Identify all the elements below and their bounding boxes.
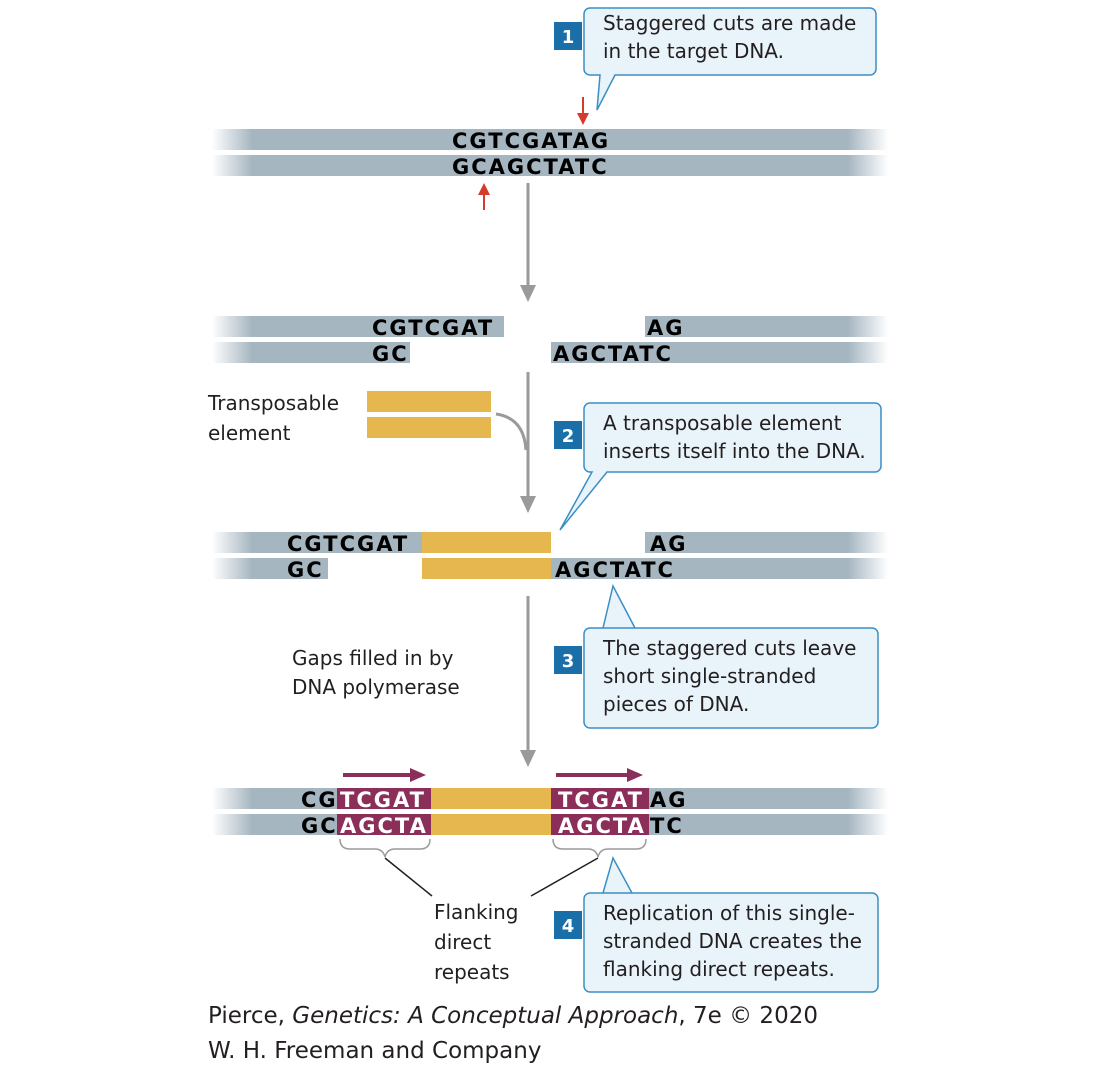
dna-with-direct-repeats: CG TCGAT TCGAT AG GC AGCTA AGCTA TC bbox=[212, 768, 888, 897]
repeat-block bbox=[551, 788, 649, 809]
step-text-line: pieces of DNA. bbox=[603, 692, 749, 716]
speech-bubble bbox=[583, 7, 877, 111]
sequence-flank: CG bbox=[301, 788, 338, 812]
repeat-block bbox=[337, 814, 431, 835]
sequence-top-left: CGTCGAT bbox=[372, 316, 494, 340]
sequence-repeat: TCGAT bbox=[340, 788, 426, 812]
sequence-bottom: GCAGCTATC bbox=[452, 155, 609, 179]
sequence-bottom-right: AGCTATC bbox=[555, 558, 675, 582]
sequence-repeat: TCGAT bbox=[558, 788, 644, 812]
step-text-line: Staggered cuts are made bbox=[603, 11, 856, 35]
sequence-top: CGTCGATAG bbox=[452, 129, 610, 153]
cut-dna: CGTCGAT AG GC AGCTATC bbox=[212, 313, 888, 367]
down-arrow-icon bbox=[520, 183, 536, 302]
step-badge bbox=[554, 911, 582, 939]
dna-bottom-left bbox=[212, 342, 410, 363]
brace bbox=[552, 838, 647, 858]
flanking-label: repeats bbox=[434, 960, 510, 984]
step-badge bbox=[554, 22, 582, 50]
sequence-flank: GC bbox=[301, 814, 338, 838]
step-badge bbox=[554, 421, 582, 449]
gaps-filled-label: DNA polymerase bbox=[292, 675, 460, 699]
step-badge bbox=[554, 646, 582, 674]
down-arrow-icon bbox=[520, 596, 536, 767]
sequence-top-right: AG bbox=[650, 532, 688, 556]
transposable-label: Transposable bbox=[207, 391, 339, 415]
sequence-bottom-right: AGCTATC bbox=[553, 342, 673, 366]
step-text-line: inserts itself into the DNA. bbox=[603, 439, 866, 463]
insert-curve-arrow-icon bbox=[495, 412, 528, 451]
step-text-line: The staggered cuts leave bbox=[602, 636, 856, 660]
transposon-bottom-strand bbox=[431, 814, 551, 835]
step-1-callout: 1 Staggered cuts are made in the target … bbox=[554, 7, 877, 111]
step-text-line: flanking direct repeats. bbox=[603, 957, 835, 981]
step-text-line: short single-stranded bbox=[603, 664, 816, 688]
transposon-top-strand bbox=[422, 532, 551, 553]
step-number: 1 bbox=[562, 27, 575, 48]
sequence-flank: AG bbox=[650, 788, 688, 812]
target-dna-intact: CGTCGATAG GCAGCTATC bbox=[212, 97, 888, 210]
step-number: 4 bbox=[562, 916, 575, 937]
step-4-callout: 4 Replication of this single- stranded D… bbox=[554, 856, 879, 993]
sequence-top-left: CGTCGAT bbox=[287, 532, 409, 556]
dna-top-strand bbox=[212, 129, 888, 150]
dna-bottom-strand bbox=[212, 155, 888, 176]
sequence-repeat: AGCTA bbox=[558, 814, 646, 838]
sequence-top-right: AG bbox=[647, 316, 685, 340]
right-arrow-icon bbox=[343, 768, 426, 782]
step-number: 2 bbox=[562, 426, 575, 447]
speech-bubble bbox=[583, 583, 879, 729]
speech-bubble bbox=[583, 856, 879, 993]
credit-line-1: Pierce, Genetics: A Conceptual Approach,… bbox=[208, 1003, 818, 1029]
dna-bottom-right bbox=[551, 558, 888, 579]
dna-top-right bbox=[645, 316, 888, 337]
down-arrow-icon bbox=[520, 372, 536, 513]
flanking-label: Flanking bbox=[434, 900, 519, 924]
dna-top-right bbox=[645, 532, 888, 553]
transposon-bottom-strand bbox=[422, 558, 551, 579]
transposable-element: Transposable element bbox=[207, 391, 528, 451]
repeat-block bbox=[337, 788, 431, 809]
sequence-repeat: AGCTA bbox=[340, 814, 428, 838]
step-text-line: stranded DNA creates the bbox=[603, 929, 862, 953]
leader-line bbox=[530, 857, 599, 897]
leader-line bbox=[384, 857, 433, 897]
cut-arrow-icon bbox=[478, 183, 490, 210]
credit-line-2: W. H. Freeman and Company bbox=[208, 1038, 542, 1064]
brace bbox=[339, 838, 431, 858]
sequence-bottom-left: GC bbox=[287, 558, 324, 582]
credit-prefix: Pierce, bbox=[208, 1003, 293, 1029]
step-text-line: in the target DNA. bbox=[603, 39, 784, 63]
credit-suffix: , 7e © 2020 bbox=[678, 1003, 818, 1029]
dna-top-left bbox=[212, 532, 424, 553]
dna-with-insert: CGTCGAT AG GC AGCTATC bbox=[212, 529, 888, 583]
step-2-callout: 2 A transposable element inserts itself … bbox=[554, 402, 882, 531]
repeat-block bbox=[551, 814, 649, 835]
sequence-flank: TC bbox=[650, 814, 684, 838]
sequence-bottom-left: GC bbox=[372, 342, 409, 366]
step-text-line: A transposable element bbox=[603, 411, 842, 435]
step-3-callout: 3 The staggered cuts leave short single-… bbox=[554, 583, 879, 729]
dna-top-left bbox=[212, 316, 504, 337]
step-text-line: Replication of this single- bbox=[603, 901, 855, 925]
transposon-bottom-strand bbox=[367, 417, 491, 438]
credit-book-title: Genetics: A Conceptual Approach bbox=[292, 1003, 679, 1029]
dna-bottom-right bbox=[551, 342, 888, 363]
flanking-label: direct bbox=[434, 930, 491, 954]
cut-arrow-icon bbox=[577, 97, 589, 125]
right-arrow-icon bbox=[556, 768, 643, 782]
gaps-filled-label: Gaps filled in by bbox=[292, 646, 454, 670]
step-number: 3 bbox=[562, 651, 575, 672]
transposon-top-strand bbox=[431, 788, 551, 809]
transposon-top-strand bbox=[367, 391, 491, 412]
speech-bubble bbox=[559, 402, 882, 531]
transposable-label: element bbox=[208, 421, 291, 445]
